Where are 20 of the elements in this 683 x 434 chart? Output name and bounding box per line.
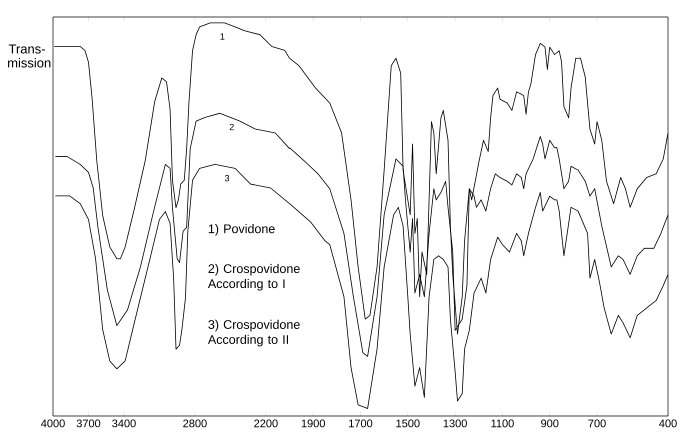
- x-tick-label: 3400: [112, 420, 136, 428]
- x-tick-label: 700: [588, 420, 606, 428]
- y-axis-title: Trans- mission: [8, 44, 50, 68]
- series-label: 1: [220, 33, 224, 40]
- series-label: 3: [224, 174, 230, 182]
- x-tick-label: 2800: [183, 420, 207, 428]
- x-tick-label: 4000: [41, 420, 65, 428]
- annotation: 1) Povidone: [208, 224, 275, 236]
- x-tick-label: 400: [659, 420, 677, 428]
- x-tick-label: 900: [541, 420, 558, 428]
- x-tick-label: 1500: [396, 420, 420, 428]
- x-tick-label: 3700: [76, 420, 100, 428]
- x-tick-label: 1900: [302, 420, 325, 428]
- x-tick-label: 1700: [349, 420, 372, 428]
- x-tick-label: 1300: [444, 420, 467, 428]
- series-label: 2: [230, 124, 234, 130]
- annotation: 2) Crospovidone According to I: [208, 264, 300, 291]
- x-tick-label: 2200: [254, 420, 278, 428]
- x-tick-label: 1100: [491, 420, 514, 428]
- annotation: 3) Crospovidone According to II: [208, 320, 300, 346]
